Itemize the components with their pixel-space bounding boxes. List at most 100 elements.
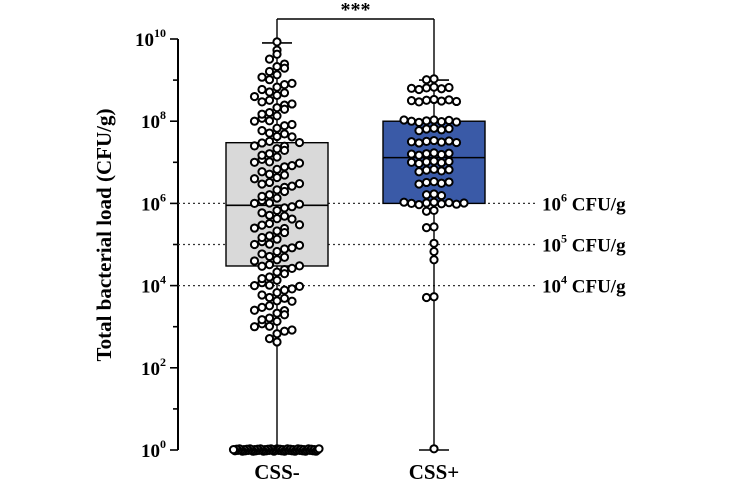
data-point (421, 198, 432, 208)
data-point (249, 281, 260, 291)
data-point (257, 232, 267, 243)
data-point (257, 208, 267, 218)
significance-label: *** (341, 0, 371, 21)
data-point (287, 243, 297, 253)
data-points (228, 37, 469, 456)
data-point (429, 177, 439, 187)
data-point (414, 150, 424, 160)
data-point (249, 174, 260, 184)
data-point (421, 223, 432, 233)
data-point (272, 296, 282, 306)
data-point (429, 246, 439, 257)
data-point (249, 91, 260, 102)
data-point (421, 116, 432, 126)
data-point (257, 273, 267, 284)
y-axis-layer: 100 102 104 106 108 1010 (135, 26, 179, 462)
data-point (279, 211, 290, 221)
data-point (279, 63, 290, 73)
data-point (436, 190, 447, 201)
data-point (421, 292, 432, 303)
data-point (421, 83, 432, 93)
data-point (436, 137, 447, 147)
data-point (414, 179, 424, 189)
data-point (272, 255, 282, 265)
data-point (279, 293, 290, 303)
data-point (436, 158, 447, 168)
data-point (294, 137, 305, 148)
data-point (249, 116, 260, 126)
data-point (249, 223, 260, 233)
data-point (436, 178, 447, 188)
data-point (436, 96, 447, 106)
data-point (257, 126, 267, 136)
data-point (272, 144, 282, 154)
data-point (444, 136, 454, 146)
data-point (272, 275, 282, 285)
y-tick-label: 108 (141, 108, 166, 133)
data-point (264, 231, 275, 241)
data-point (279, 252, 290, 262)
data-point (279, 310, 290, 320)
data-point (406, 198, 417, 208)
data-point (272, 185, 282, 195)
data-point (421, 124, 432, 134)
data-point (257, 249, 267, 259)
data-point (272, 267, 282, 277)
data-point (264, 280, 275, 290)
data-point (264, 251, 275, 262)
data-point (272, 164, 282, 174)
data-point (429, 238, 439, 248)
data-point (287, 296, 297, 306)
data-point (279, 227, 290, 238)
data-point (272, 123, 282, 133)
data-point (314, 444, 324, 454)
data-point (264, 272, 275, 282)
data-point (257, 290, 267, 300)
data-point (264, 66, 275, 77)
data-point (264, 157, 275, 167)
data-point (257, 72, 267, 82)
data-point (287, 181, 297, 191)
data-point (421, 157, 432, 167)
data-point (444, 177, 454, 187)
data-point (287, 202, 297, 212)
data-point (406, 157, 417, 167)
data-point (249, 239, 260, 250)
y-tick-label: 100 (141, 437, 166, 462)
data-point (287, 214, 297, 224)
data-point (429, 74, 439, 84)
data-point (294, 158, 305, 168)
data-point (279, 104, 290, 114)
data-point (294, 199, 305, 209)
data-point (287, 263, 297, 273)
data-point (414, 167, 424, 177)
data-point (421, 165, 432, 175)
data-point (406, 83, 417, 93)
data-point (414, 138, 424, 148)
data-point (264, 260, 275, 270)
data-point (272, 131, 282, 142)
data-point (264, 301, 275, 311)
annotations: *** (276, 0, 435, 77)
data-point (272, 70, 282, 80)
data-point (436, 84, 447, 94)
data-point (294, 179, 305, 189)
data-point (272, 111, 282, 121)
data-point (444, 165, 454, 175)
data-point (421, 95, 432, 105)
data-point (444, 124, 454, 134)
data-point (459, 198, 469, 208)
data-point (272, 234, 282, 244)
data-point (287, 78, 297, 89)
data-point (279, 203, 290, 213)
data-point (257, 315, 267, 325)
x-tick-label: CSS- (254, 460, 300, 484)
data-point (272, 329, 282, 339)
data-point (272, 316, 282, 326)
data-point (429, 292, 439, 302)
data-point (279, 80, 290, 90)
data-point (406, 149, 417, 159)
data-point (249, 256, 260, 266)
data-point (421, 206, 432, 216)
reference-line-label: 104 CFU/g (542, 273, 626, 298)
